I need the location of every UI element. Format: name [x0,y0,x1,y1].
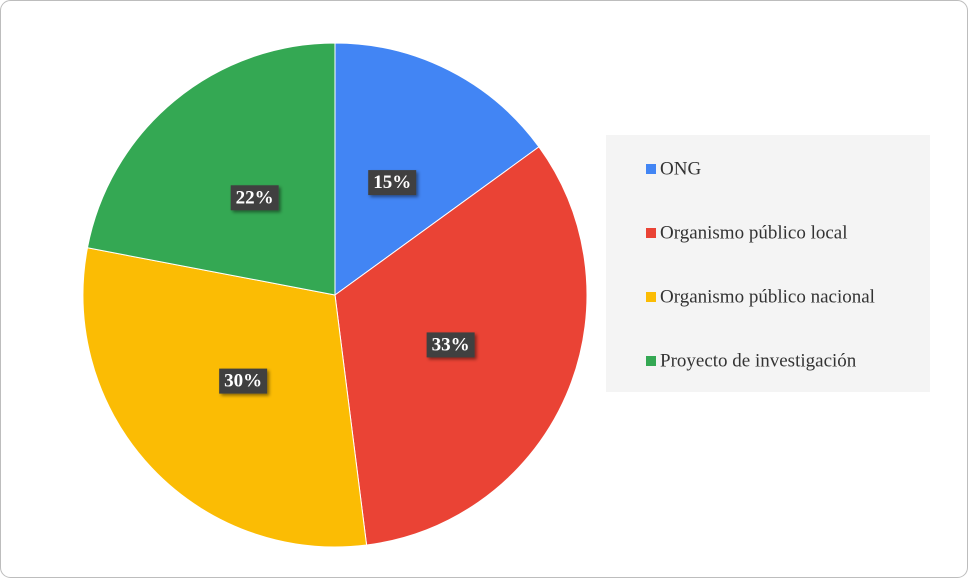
legend-label: Organismo público local [660,222,848,243]
data-label-group: 30% [219,368,268,394]
legend-swatch [646,164,656,174]
data-label-group: 33% [426,332,475,358]
legend-label: ONG [660,158,701,179]
data-label-box [368,170,417,196]
legend-swatch [646,292,656,302]
legend-swatch [646,228,656,238]
legend-box [606,135,930,392]
pie-slice [334,42,540,296]
data-label-group: 15% [368,170,417,196]
data-label: 33% [432,334,470,355]
data-label: 22% [236,187,274,208]
pie-slice [86,42,336,296]
data-label: 15% [373,172,411,193]
legend-swatch [646,356,656,366]
legend-label: Proyecto de investigación [660,350,857,371]
pie-slice [82,247,368,548]
data-label: 30% [224,371,262,392]
data-label-group: 22% [230,185,279,211]
legend-label: Organismo público nacional [660,286,875,307]
data-label-box [219,368,268,394]
data-label-box [426,332,475,358]
data-label-box [230,185,279,211]
